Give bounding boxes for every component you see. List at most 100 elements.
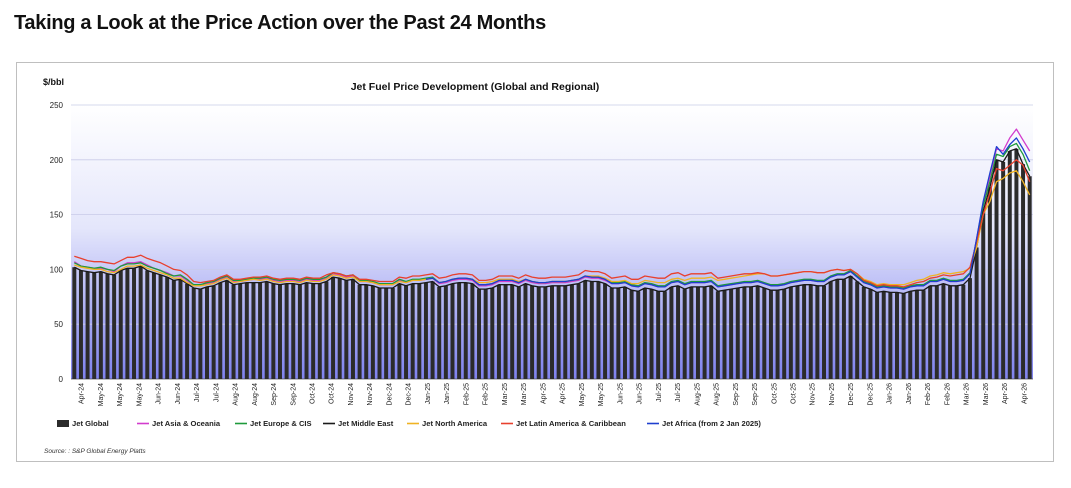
bar-jet-global [702, 286, 707, 379]
x-tick-label: Nov-24 [367, 383, 374, 406]
legend-label-jet-africa-from-2-jan-2025: Jet Africa (from 2 Jan 2025) [662, 419, 761, 428]
x-tick-label: Aug-25 [714, 383, 721, 406]
x-tick-label: Sep-24 [271, 383, 278, 406]
x-tick-label: Mar-26 [983, 383, 990, 405]
bar-jet-global [994, 159, 999, 379]
bar-jet-global [337, 278, 342, 379]
x-tick-label: Apr-26 [1002, 383, 1009, 404]
bar-jet-global [583, 280, 588, 379]
bar-jet-global [98, 271, 103, 379]
bar-jet-global [848, 275, 853, 379]
bar-jet-global [138, 266, 143, 379]
bar-jet-global [496, 284, 501, 379]
bar-jet-global [410, 283, 415, 379]
x-tick-label: May-25 [598, 383, 605, 406]
bar-jet-global [695, 286, 700, 379]
legend-label-jet-middle-east: Jet Middle East [338, 419, 394, 428]
bar-jet-global [682, 289, 687, 379]
y-tick-label: 100 [50, 265, 64, 274]
bar-jet-global [151, 272, 156, 379]
x-tick-label: May-25 [579, 383, 586, 406]
bar-jet-global [158, 274, 163, 379]
bar-jet-global [974, 247, 979, 379]
bar-jet-global [742, 286, 747, 379]
bar-jet-global [928, 285, 933, 379]
bar-jet-global [762, 288, 767, 379]
y-tick-label: 150 [50, 211, 64, 220]
bar-jet-global [576, 283, 581, 379]
x-tick-label: Jul-25 [675, 383, 682, 402]
x-tick-label: Feb-26 [944, 383, 951, 405]
bar-jet-global [563, 285, 568, 379]
bar-jet-global [437, 286, 442, 379]
bar-jet-global [616, 288, 621, 379]
bar-jet-global [178, 279, 183, 379]
bar-jet-global [841, 279, 846, 379]
bar-jet-global [669, 286, 674, 379]
x-tick-label: Apr-25 [540, 383, 547, 404]
bar-jet-global [795, 285, 800, 379]
bar-jet-global [304, 282, 309, 379]
bar-jet-global [908, 291, 913, 379]
bar-jet-global [603, 283, 608, 379]
bar-jet-global [85, 271, 90, 379]
bar-jet-global [324, 281, 329, 379]
bar-jet-global [596, 281, 601, 379]
bar-jet-global [185, 283, 190, 379]
bar-jet-global [397, 283, 402, 379]
y-tick-label: 250 [50, 101, 64, 110]
x-tick-label: Jul-24 [213, 383, 220, 402]
bar-jet-global [483, 289, 488, 379]
bar-jet-global [881, 291, 886, 379]
legend-swatch-jet-global [57, 420, 69, 427]
bar-jet-global [808, 284, 813, 379]
x-tick-label: Dec-24 [406, 383, 413, 406]
x-tick-label: Oct-25 [791, 383, 798, 404]
bar-jet-global [165, 277, 170, 379]
x-tick-label: Aug-24 [252, 383, 259, 406]
bar-jet-global [662, 291, 667, 379]
bar-jet-global [768, 290, 773, 379]
x-tick-label: Sep-25 [752, 383, 759, 406]
bar-jet-global [364, 284, 369, 379]
bar-jet-global [132, 268, 137, 379]
bar-jet-global [1001, 161, 1006, 379]
bar-jet-global [510, 284, 515, 379]
bar-jet-global [802, 284, 807, 379]
x-tick-label: Mar-25 [521, 383, 528, 405]
legend-label-jet-north-america: Jet North America [422, 419, 488, 428]
source-note: Source: : S&P Global Energy Platts [44, 448, 146, 455]
bar-jet-global [782, 289, 787, 379]
series-line-jet-latin-america-caribbean [74, 159, 1031, 288]
bar-jet-global [350, 279, 355, 379]
x-tick-label: Nov-25 [829, 383, 836, 406]
bar-jet-global [676, 285, 681, 379]
bar-jet-global [775, 290, 780, 379]
bar-jet-global [656, 291, 661, 379]
bar-jet-global [609, 288, 614, 379]
bar-jet-global [331, 277, 336, 379]
bar-jet-global [530, 285, 535, 379]
bar-jet-global [297, 284, 302, 379]
bar-jet-global [404, 285, 409, 379]
bar-jet-global [622, 286, 627, 379]
x-tick-label: Jun-25 [637, 383, 644, 405]
chart-panel: 0 50 100 150 200 250 Apr-24 May-24 May-24 May-24 J… [16, 62, 1054, 462]
x-tick-label: Jan-26 [906, 383, 913, 405]
bar-jet-global [569, 284, 574, 379]
bar-jet-global [815, 285, 820, 379]
bar-jet-global [218, 282, 223, 379]
bar-jet-global [629, 290, 634, 379]
legend-label-jet-global: Jet Global [72, 419, 109, 428]
bar-jet-global [211, 285, 216, 379]
x-tick-label: Dec-24 [386, 383, 393, 406]
bar-jet-global [191, 288, 196, 379]
bar-jet-global [822, 285, 827, 379]
bar-jet-global [264, 281, 269, 379]
series-line-jet-middle-east [74, 148, 1031, 295]
legend-label-jet-asia-oceania: Jet Asia & Oceania [152, 419, 221, 428]
x-tick-label: Feb-25 [463, 383, 470, 405]
bar-jet-global [954, 285, 959, 379]
y-tick-label: 50 [54, 320, 63, 329]
bar-jet-global [224, 280, 229, 379]
